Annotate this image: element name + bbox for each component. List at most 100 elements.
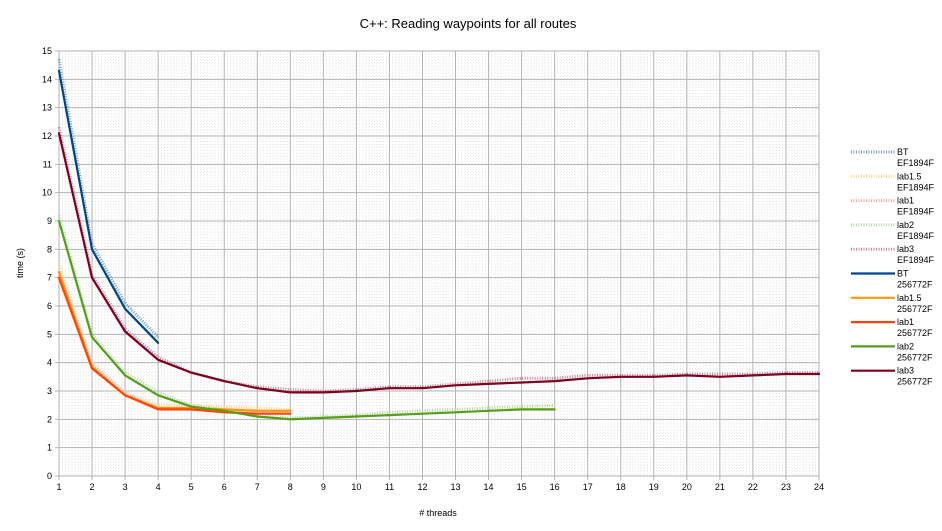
x-tick-label: 22 (748, 482, 758, 492)
y-tick-label: 11 (43, 159, 52, 169)
data-point-BT-EF1894F (124, 302, 126, 305)
y-axis-label: time (s) (15, 248, 25, 278)
data-point-lab2-EF1894F (58, 214, 60, 217)
data-point-lab3-256772F (58, 132, 60, 135)
y-tick-label: 6 (47, 301, 52, 311)
y-tick-label: 12 (42, 131, 52, 141)
x-tick-label: 15 (517, 482, 527, 492)
x-tick-label: 20 (682, 482, 692, 492)
x-tick-label: 1 (56, 482, 61, 492)
data-point-lab3-256772F (157, 358, 160, 361)
legend-label: lab3 (897, 366, 914, 376)
legend-label-sub: 256772F (897, 352, 933, 362)
y-tick-label: 10 (42, 188, 52, 198)
data-point-lab3-EF1894F (553, 377, 556, 380)
x-tick-label: 4 (156, 482, 161, 492)
data-point-lab2-256772F (322, 417, 325, 419)
series-line-lab1-256772F (57, 276, 292, 415)
data-point-lab3-EF1894F (586, 374, 589, 377)
x-tick-label: 24 (814, 482, 824, 492)
x-tick-label: 14 (484, 482, 494, 492)
data-point-lab1-256772F (289, 412, 292, 415)
data-point-lab3-256772F (785, 373, 787, 375)
series-line-lab1.5-256772F (57, 270, 292, 412)
data-point-lab2-256772F (487, 409, 490, 412)
legend-label-sub: 256772F (897, 280, 933, 290)
data-point-lab2-256772F (58, 220, 60, 222)
y-tick-label: 4 (47, 358, 52, 368)
data-point-lab3-256772F (685, 374, 688, 377)
x-tick-label: 23 (781, 482, 791, 492)
x-tick-label: 19 (649, 482, 659, 492)
data-point-lab3-256772F (355, 390, 358, 392)
data-point-lab2-EF1894F (487, 407, 490, 409)
x-tick-label: 8 (288, 482, 293, 492)
data-point-lab2-256772F (289, 418, 292, 421)
legend: BTEF1894Flab1.5EF1894Flab1EF1894Flab2EF1… (851, 147, 935, 387)
series-line-lab2-EF1894F (57, 214, 555, 420)
x-tick-label: 7 (255, 482, 260, 492)
data-point-lab3-256772F (388, 387, 391, 390)
minor-grid (59, 51, 819, 476)
data-point-lab3-256772F (619, 375, 622, 378)
data-point-lab1.5-EF1894F (256, 407, 259, 409)
data-point-lab2-EF1894F (124, 371, 126, 374)
data-point-lab3-256772F (289, 391, 292, 394)
legend-label: lab1.5 (897, 293, 922, 303)
data-point-lab2-EF1894F (388, 411, 391, 414)
legend-label-sub: 256772F (897, 328, 933, 338)
data-point-lab3-256772F (818, 373, 820, 375)
y-tick-label: 3 (47, 386, 52, 396)
data-point-BT-EF1894F (157, 336, 160, 339)
data-point-lab2-256772F (124, 374, 126, 377)
data-point-lab3-256772F (91, 276, 93, 279)
y-tick-label: 8 (47, 244, 52, 254)
chart-title: C++: Reading waypoints for all routes (360, 16, 577, 31)
data-point-lab1-256772F (58, 276, 60, 279)
legend-label: lab1.5 (897, 171, 922, 181)
x-tick-label: 12 (417, 482, 427, 492)
data-point-lab2-256772F (91, 336, 93, 339)
legend-label: lab1 (897, 196, 914, 206)
x-tick-label: 21 (715, 482, 725, 492)
data-point-BT-256772F (157, 341, 160, 344)
y-tick-label: 14 (42, 74, 52, 84)
data-point-lab3-256772F (421, 387, 424, 390)
y-tick-label: 9 (47, 216, 52, 226)
x-tick-label: 6 (222, 482, 227, 492)
data-point-lab2-256772F (157, 394, 160, 397)
x-tick-label: 17 (583, 482, 593, 492)
legend-label-sub: 256772F (897, 304, 933, 314)
data-point-lab3-256772F (223, 380, 226, 382)
data-point-lab3-256772F (322, 391, 325, 394)
x-tick-label: 5 (189, 482, 194, 492)
y-tick-label: 5 (47, 329, 52, 339)
data-point-lab1-256772F (256, 412, 259, 415)
data-point-lab3-256772F (454, 384, 457, 387)
legend-label-sub: EF1894F (897, 158, 935, 168)
legend-label-sub: EF1894F (897, 207, 935, 217)
series-line-lab3-256772F (57, 132, 821, 394)
legend-label-sub: EF1894F (897, 231, 935, 241)
data-point-lab2-256772F (256, 415, 259, 418)
data-point-lab1.5-256772F (58, 271, 60, 273)
data-point-lab1.5-256772F (256, 409, 259, 412)
data-point-BT-256772F (91, 248, 93, 251)
data-point-lab2-EF1894F (157, 391, 160, 394)
x-tick-label: 11 (385, 482, 394, 492)
data-point-lab3-256772F (718, 375, 721, 378)
data-point-lab1-256772F (124, 394, 126, 397)
data-point-lab2-EF1894F (454, 408, 457, 411)
y-tick-label: 2 (47, 414, 52, 424)
data-point-lab2-EF1894F (421, 409, 424, 412)
data-point-lab3-EF1894F (718, 373, 721, 375)
data-point-lab2-256772F (421, 412, 424, 415)
legend-label: lab3 (897, 244, 914, 254)
legend-label: lab1 (897, 317, 914, 327)
x-tick-label: 18 (616, 482, 626, 492)
data-point-lab3-256772F (487, 383, 490, 385)
data-point-lab3-256772F (652, 375, 655, 378)
data-point-lab1.5-EF1894F (223, 405, 226, 408)
x-tick-label: 16 (550, 482, 560, 492)
